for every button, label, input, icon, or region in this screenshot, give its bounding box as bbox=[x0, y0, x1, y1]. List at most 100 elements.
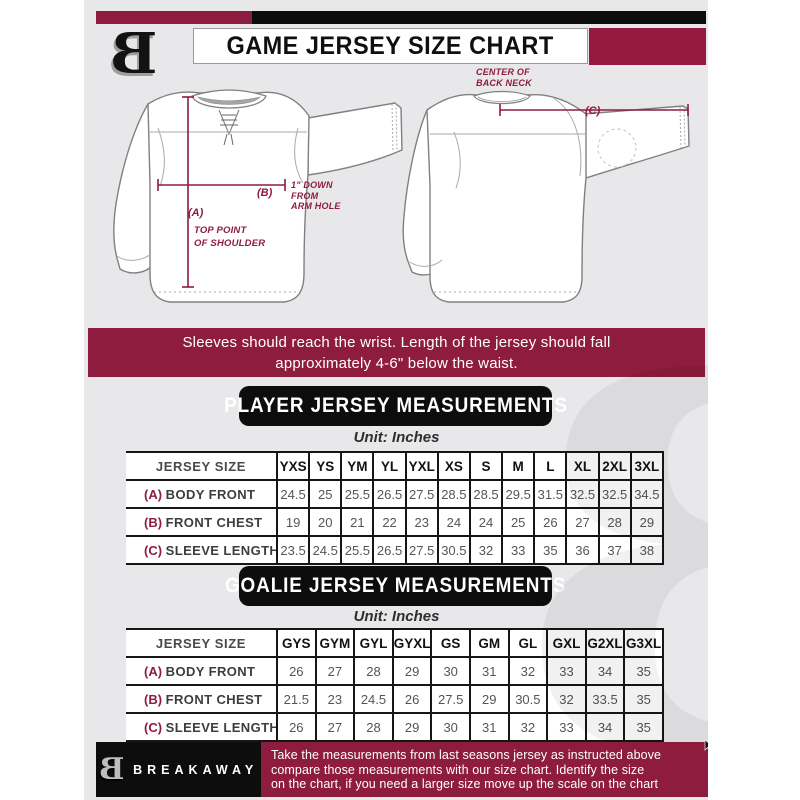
measurement-value-cell: 32 bbox=[507, 712, 549, 742]
footer-line: Take the measurements from last seasons … bbox=[271, 748, 662, 762]
measurement-value-cell: 24.5 bbox=[353, 684, 394, 714]
size-column-header: S bbox=[468, 451, 504, 481]
top-bar-black bbox=[252, 11, 706, 24]
measurement-value-cell: 27.5 bbox=[404, 479, 439, 509]
size-column-header: GYL bbox=[353, 628, 394, 658]
measure-line-c bbox=[499, 104, 689, 116]
banner-line: Sleeves should reach the wrist. Length o… bbox=[182, 333, 611, 351]
measurement-value-cell: 27.5 bbox=[430, 684, 471, 714]
measurement-value-cell: 29.5 bbox=[501, 479, 536, 509]
measurement-value-cell: 31 bbox=[468, 656, 510, 686]
collar-lace bbox=[220, 114, 238, 146]
measurement-value-cell: 26.5 bbox=[372, 535, 407, 565]
measurement-value-cell: 27.5 bbox=[404, 535, 439, 565]
measurement-value-cell: 23 bbox=[314, 684, 356, 714]
measurement-row-label: (A) BODY FRONT bbox=[126, 656, 278, 686]
back-jersey-diagram bbox=[402, 90, 690, 303]
measurement-value-cell: 29 bbox=[391, 656, 433, 686]
measurement-value-cell: 23 bbox=[404, 507, 439, 537]
measurement-row: (A) BODY FRONT 26 27 28 29 30 31 32 33 34 35 bbox=[126, 656, 664, 686]
jersey-size-header: JERSEY SIZE bbox=[126, 628, 278, 658]
measurement-value-cell: 27 bbox=[314, 712, 356, 742]
measurement-value-cell: 27 bbox=[565, 507, 600, 537]
size-column-header: XS bbox=[436, 451, 471, 481]
goalie-size-table: JERSEY SIZE GYS GYM GYL GYXL GS GM GL GXL G2XL G3X… bbox=[126, 628, 664, 742]
top-bar-maroon bbox=[96, 11, 252, 24]
measurement-value-cell: 28 bbox=[353, 656, 394, 686]
measure-line-a bbox=[182, 96, 194, 288]
front-right-sleeve bbox=[307, 102, 403, 176]
measurement-value-cell: 28.5 bbox=[436, 479, 471, 509]
footer-brand-block: B BREAKAWAY bbox=[96, 742, 261, 797]
size-column-header: M bbox=[501, 451, 536, 481]
page-title: GAME JERSEY SIZE CHART bbox=[226, 31, 555, 60]
size-column-header: YL bbox=[372, 451, 407, 481]
footer-line: compare those measurements with our size… bbox=[271, 762, 645, 777]
measurement-value-cell: 21.5 bbox=[276, 684, 317, 714]
size-column-header: GM bbox=[468, 628, 510, 658]
measurement-row: (C) SLEEVE LENGTH 23.5 24.5 25.5 26.5 27.5 30.… bbox=[126, 535, 665, 565]
goalie-section-heading: GOALIE JERSEY MEASUREMENTS bbox=[225, 566, 565, 606]
size-column-header: YM bbox=[340, 451, 375, 481]
measurement-value-cell: 31.5 bbox=[533, 479, 568, 509]
measurement-value-cell: 24.5 bbox=[308, 535, 343, 565]
footer-line: on the chart, if you need a larger size … bbox=[271, 777, 659, 791]
measurement-value-cell: 22 bbox=[372, 507, 407, 537]
shoulder-note: TOP POINT OF SHOULDER bbox=[194, 225, 266, 249]
size-column-header: 3XL bbox=[629, 451, 665, 481]
size-column-header: GYXL bbox=[391, 628, 433, 658]
measurement-value-cell: 29 bbox=[468, 684, 510, 714]
measurement-value-cell: 34.5 bbox=[629, 479, 665, 509]
measurement-value-cell: 32.5 bbox=[597, 479, 632, 509]
measurement-value-cell: 35 bbox=[623, 656, 664, 686]
size-column-header: L bbox=[533, 451, 568, 481]
measurement-value-cell: 26 bbox=[391, 684, 433, 714]
measurement-row-label: (B) FRONT CHEST bbox=[126, 507, 278, 537]
measurement-row: (A) BODY FRONT 24.5 25 25.5 26.5 27.5 28.5 28.5… bbox=[126, 479, 665, 509]
measurement-value-cell: 25.5 bbox=[340, 479, 375, 509]
measurement-value-cell: 34 bbox=[584, 712, 626, 742]
measure-a-key: (A) bbox=[188, 207, 204, 219]
measurement-value-cell: 24 bbox=[468, 507, 504, 537]
measurement-row-label: (C) SLEEVE LENGTH bbox=[126, 535, 278, 565]
measurement-value-cell: 38 bbox=[629, 535, 665, 565]
measurement-value-cell: 36 bbox=[565, 535, 600, 565]
size-column-header: GYM bbox=[314, 628, 356, 658]
measurement-value-cell: 35 bbox=[623, 684, 664, 714]
size-column-header: 2XL bbox=[597, 451, 632, 481]
front-v-notch bbox=[218, 109, 240, 136]
measurement-value-cell: 32 bbox=[507, 656, 549, 686]
measurement-value-cell: 32 bbox=[468, 535, 504, 565]
breakaway-logo-icon: B bbox=[110, 21, 158, 87]
front-jersey-diagram bbox=[113, 89, 403, 303]
measure-b-key: (B) bbox=[257, 187, 273, 199]
banner-line: approximately 4-6" below the waist. bbox=[275, 354, 518, 372]
measurement-value-cell: 24.5 bbox=[275, 479, 311, 509]
size-column-header: YXS bbox=[275, 451, 311, 481]
size-column-header: XL bbox=[565, 451, 600, 481]
measurement-value-cell: 33 bbox=[546, 656, 587, 686]
measurement-value-cell: 29 bbox=[629, 507, 665, 537]
goalie-unit-label: Unit: Inches bbox=[353, 608, 440, 625]
measurement-value-cell: 26 bbox=[276, 656, 317, 686]
center-back-neck-label: CENTER OF BACK NECK bbox=[476, 67, 532, 88]
breakaway-footer-logo-icon: B bbox=[98, 751, 125, 787]
measurement-value-cell: 23.5 bbox=[275, 535, 311, 565]
measurement-value-cell: 30 bbox=[430, 656, 471, 686]
measurement-value-cell: 25.5 bbox=[340, 535, 375, 565]
measurement-value-cell: 25 bbox=[501, 507, 536, 537]
measure-line-b bbox=[157, 179, 286, 191]
size-column-header: YXL bbox=[404, 451, 439, 481]
measurement-value-cell: 26 bbox=[276, 712, 317, 742]
size-column-header: G3XL bbox=[623, 628, 664, 658]
front-collar-band bbox=[191, 89, 267, 109]
size-column-header: GXL bbox=[546, 628, 587, 658]
player-section-heading: PLAYER JERSEY MEASUREMENTS bbox=[224, 386, 566, 426]
size-column-header: GL bbox=[507, 628, 549, 658]
footer-instructions: Take the measurements from last seasons … bbox=[261, 742, 708, 797]
measurement-value-cell: 35 bbox=[533, 535, 568, 565]
measurement-value-cell: 33 bbox=[546, 712, 587, 742]
measurement-value-cell: 34 bbox=[584, 656, 626, 686]
measurement-value-cell: 26.5 bbox=[372, 479, 407, 509]
back-right-sleeve bbox=[583, 105, 690, 179]
